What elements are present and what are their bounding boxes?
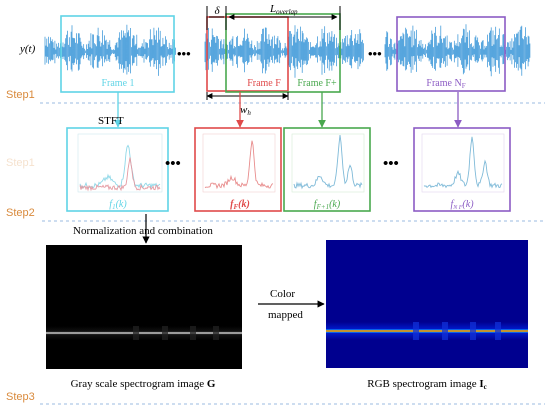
step1-label-faint: Step1 [6, 157, 35, 169]
ellipsis-signal-1: ••• [177, 46, 191, 61]
gray-caption: Gray scale spectrogram image G [71, 378, 216, 390]
normalization-label: Normalization and combination [73, 225, 213, 237]
frame-1-label: Frame 1 [101, 78, 134, 89]
step2-label: Step2 [6, 207, 35, 219]
spectrum-NF-label: fN F(k) [450, 199, 474, 211]
ellipsis-signal-2: ••• [368, 46, 382, 61]
overlap-label: Loverlap [269, 3, 298, 16]
window-label: wh [240, 104, 251, 117]
stft-label: STFT [98, 115, 124, 127]
frame-NF-label: Frame NF [426, 78, 465, 90]
spectrum-1: f1(k) [66, 127, 169, 212]
spectrum-NF: fN F(k) [413, 127, 511, 212]
gray-spectrogram [46, 245, 242, 369]
rgb-spectrogram [326, 240, 528, 368]
ellipsis-spectra-1: ••• [165, 156, 181, 172]
delta-label: δ [214, 5, 220, 17]
rgb-caption: RGB spectrogram image Ic [367, 378, 487, 391]
step1-label-top: Step1 [6, 89, 35, 101]
step3-label: Step3 [6, 391, 35, 403]
spectrum-F1: fF+1(k) [283, 127, 371, 212]
frame-F1-label: Frame F+ [297, 78, 337, 89]
spectrum-F: fF(k) [194, 127, 282, 212]
spectrum-F-label: fF(k) [230, 199, 250, 211]
color-mapped-line2: mapped [268, 309, 303, 321]
signal-label: y(t) [19, 43, 36, 55]
spectrum-1-label: f1(k) [109, 199, 127, 211]
frame-F-label: Frame F [247, 78, 281, 89]
signal-waveform [44, 24, 531, 78]
color-mapped-line1: Color [270, 288, 295, 300]
ellipsis-spectra-2: ••• [383, 156, 399, 172]
frame-NF-box [396, 16, 506, 92]
spectrum-F1-label: fF+1(k) [314, 199, 341, 211]
